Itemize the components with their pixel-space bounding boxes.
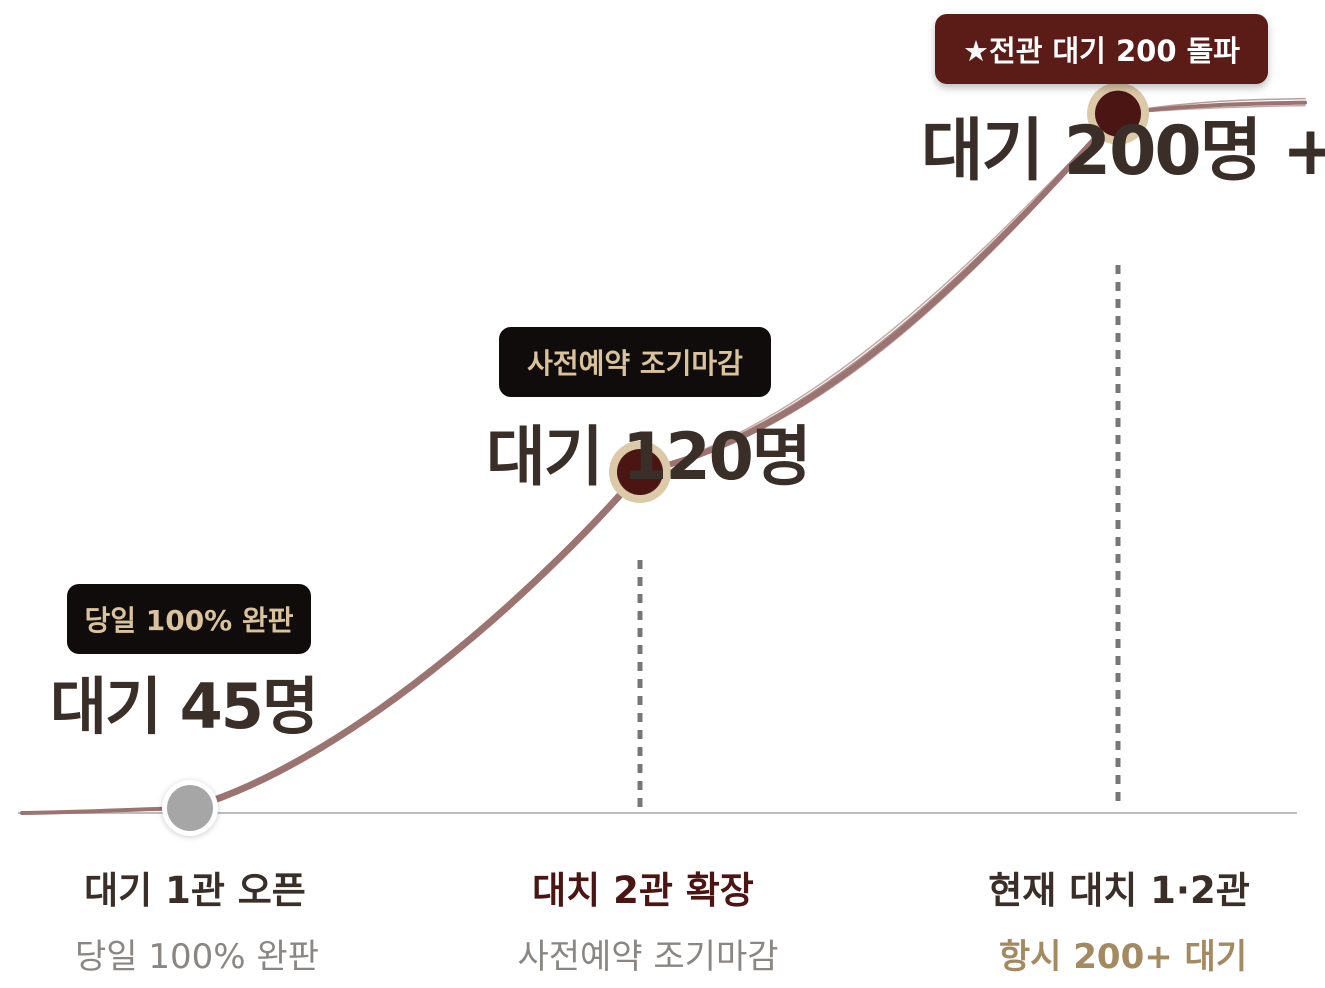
stage-title-1: 대기 1관 오픈: [84, 869, 306, 912]
data-point: [1095, 90, 1141, 137]
stage-subtitle-1: 당일 100% 완판: [75, 937, 319, 977]
stage-title-3: 현재 대치 1·2관: [988, 869, 1250, 912]
curve-segment-1-2: [186, 468, 644, 812]
curve-segment-2-3: [639, 112, 1119, 473]
value-label-stage-2: 대기 120명: [486, 420, 812, 495]
stage-title-2: 대치 2관 확장: [532, 869, 754, 912]
badge-stage-3: ★전관 대기 200 돌파: [935, 14, 1268, 84]
badge-stage-1: 당일 100% 완판: [67, 584, 311, 654]
growth-curve: [20, 97, 1307, 815]
stage-subtitle-3: 항시 200+ 대기: [998, 937, 1248, 977]
data-points: [162, 82, 1149, 836]
badge-stage-2: 사전예약 조기마감: [499, 327, 771, 397]
value-label-stage-3: 대기 200명 +: [921, 112, 1325, 191]
value-label-stage-1: 대기 45명: [50, 670, 319, 743]
data-point: [617, 449, 663, 495]
curve-segment-2-3: [639, 112, 1119, 473]
curve-segment-2-3: [637, 110, 1121, 475]
curve-segment-2-3: [639, 112, 1119, 473]
data-point: [167, 785, 213, 831]
stage-subtitle-2: 사전예약 조기마감: [517, 937, 779, 977]
